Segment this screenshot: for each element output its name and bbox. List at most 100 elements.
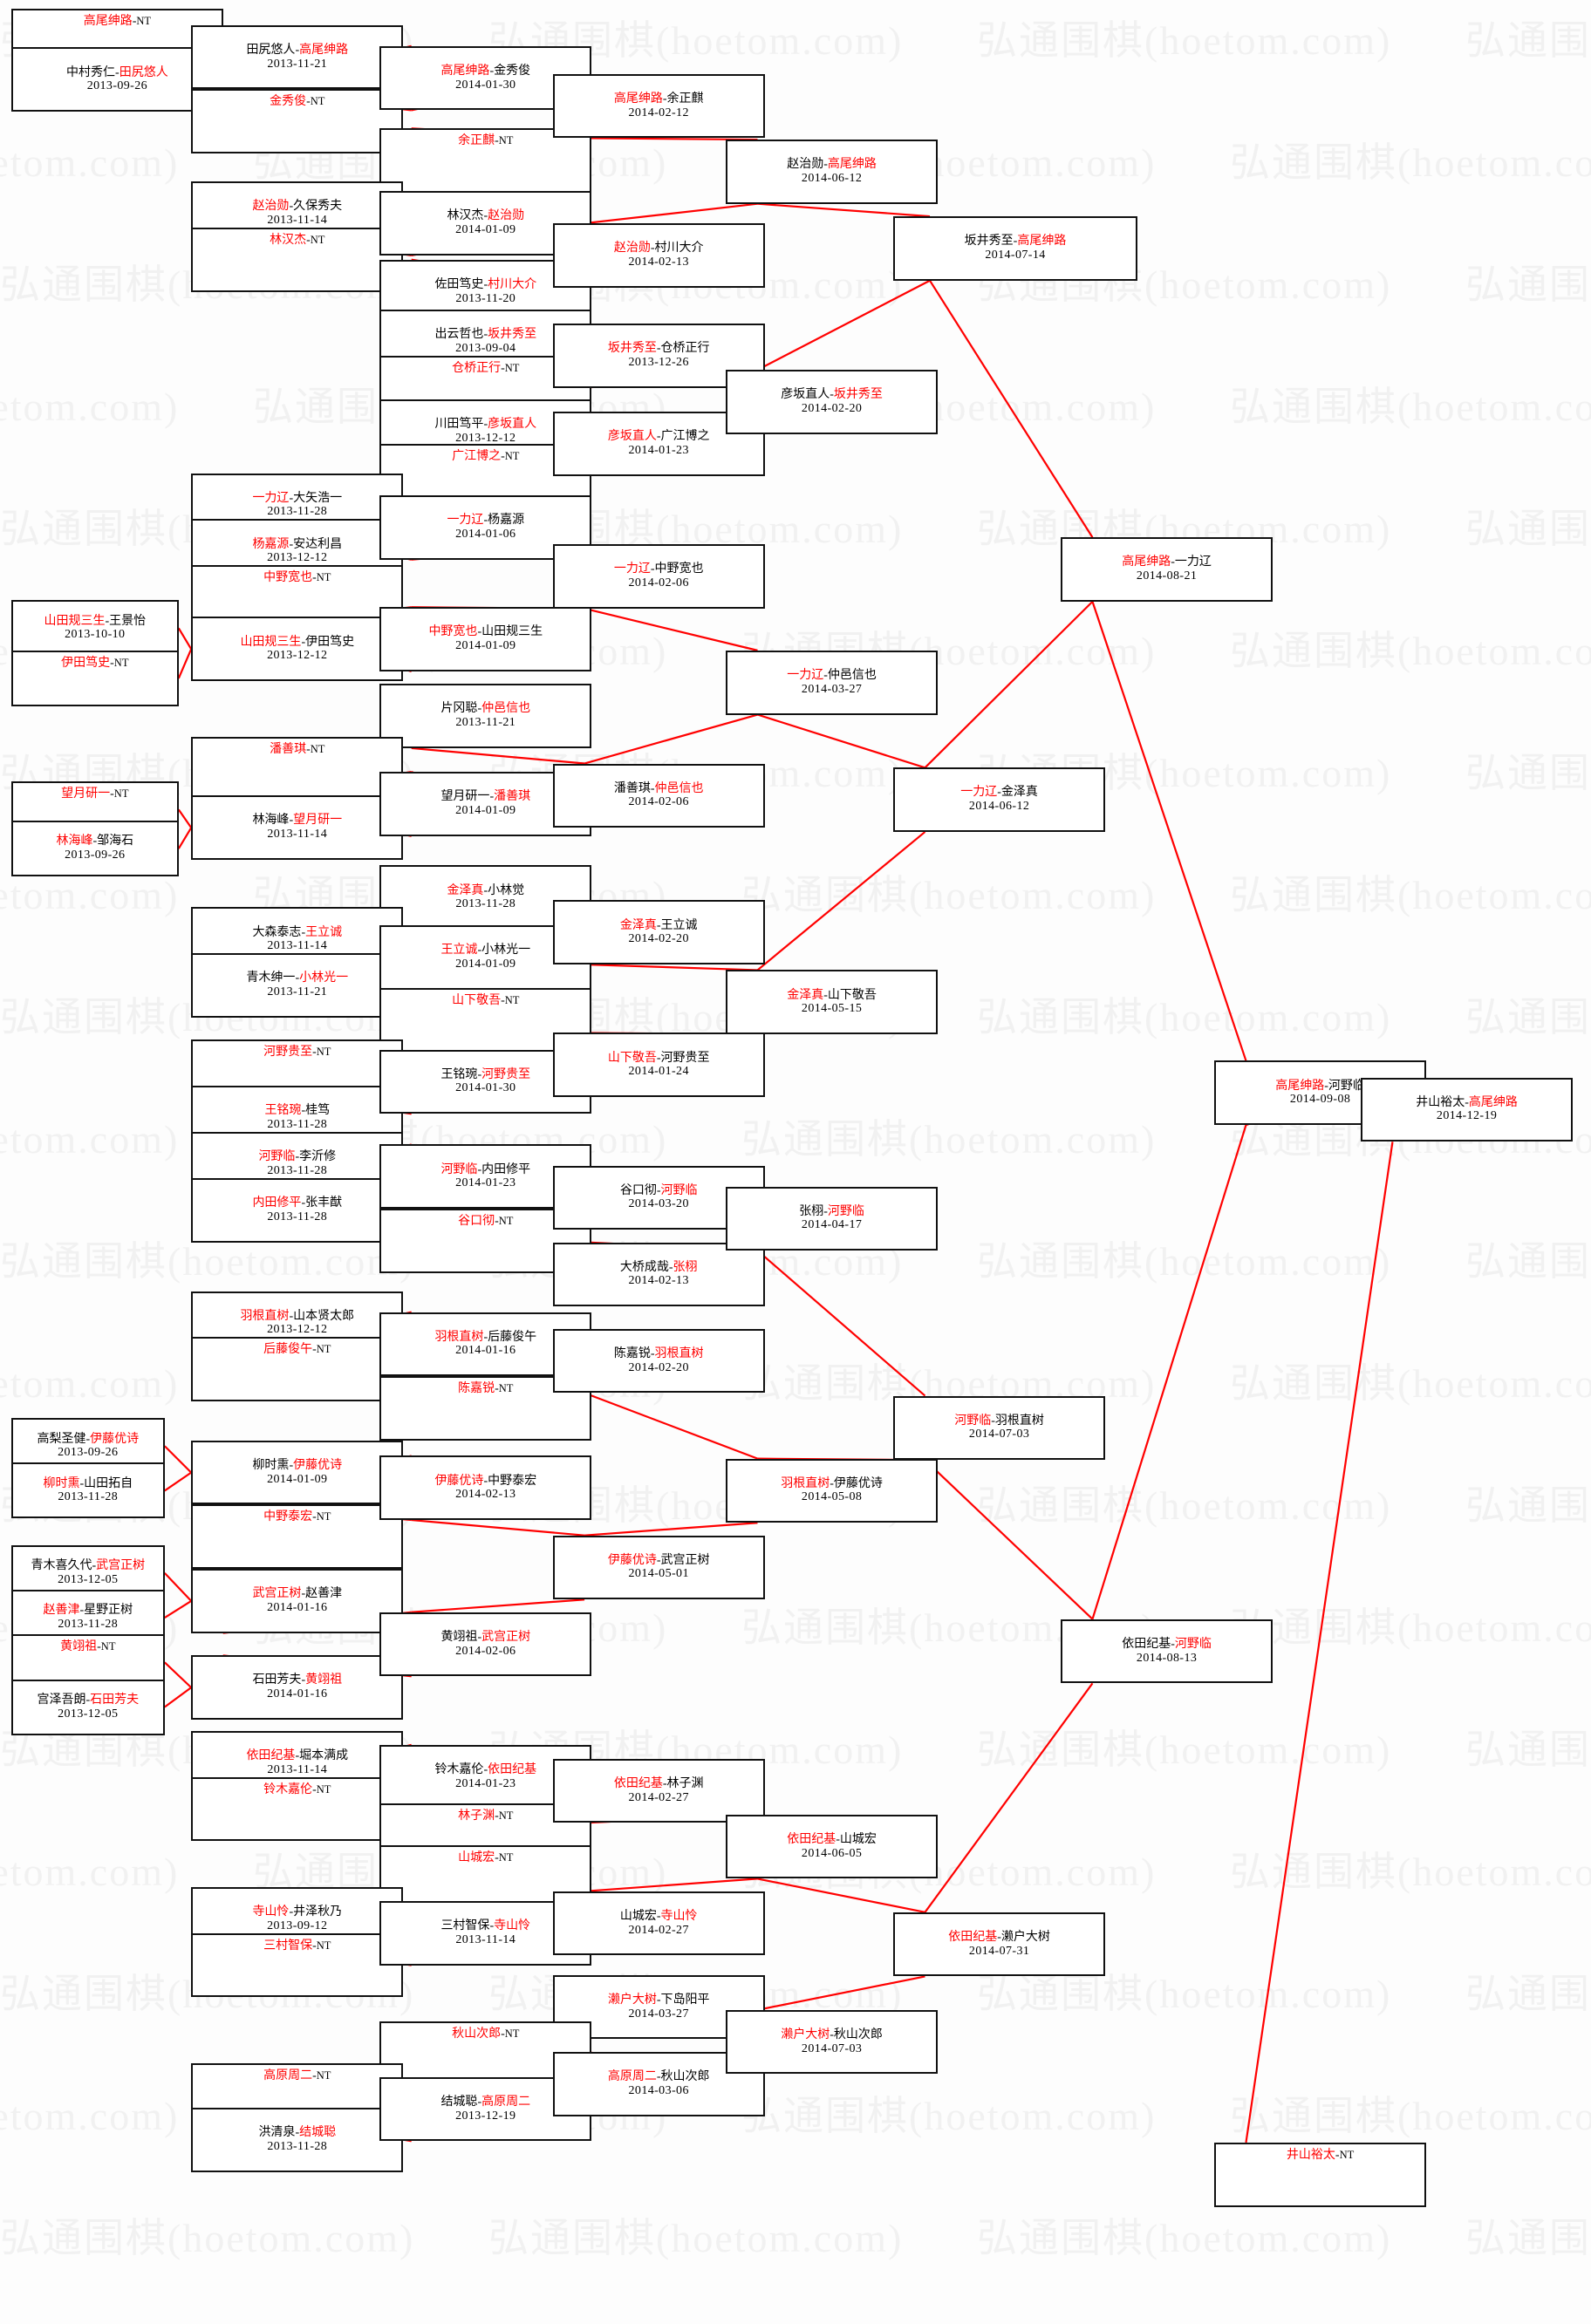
watermark-text: 弘通围棋(hoetom.com): [0, 1361, 180, 1406]
player-right: NT: [316, 2068, 331, 2082]
match-players: 山下敬吾-河野贵至: [608, 1052, 710, 1066]
player-left: 仓桥正行: [452, 362, 502, 376]
match-box[interactable]: 内田修平-张丰猷 2013-11-28: [191, 1177, 404, 1243]
match-box[interactable]: 石田芳夫-黄翊祖 2014-01-16: [191, 1655, 404, 1720]
player-right: 河野贵至: [660, 1051, 710, 1065]
match-box[interactable]: 山田规三生-伊田笃史 2013-12-12: [191, 617, 404, 682]
versus-separator: -: [483, 1474, 488, 1488]
match-box[interactable]: 柳时熏-伊藤优诗 2014-01-09: [191, 1440, 404, 1505]
player-right: 潘善琪: [494, 790, 531, 804]
match-box[interactable]: 高尾绅路-余正麒 2014-02-12: [552, 73, 765, 139]
match-date: 2014-03-27: [801, 682, 863, 696]
player-right: NT: [316, 1939, 331, 1952]
player-right: 山下敬吾: [827, 988, 877, 1002]
match-box[interactable]: 洪清泉-结城聪 2013-11-28: [191, 2107, 404, 2172]
match-date: 2013-11-28: [267, 2139, 328, 2153]
player-left: 山下敬吾: [607, 1051, 657, 1065]
match-box[interactable]: 三村智保-NT: [191, 1932, 404, 1998]
match-date: 2014-01-09: [455, 639, 516, 653]
versus-separator: -: [823, 158, 828, 172]
match-box[interactable]: 林汉杰-NT: [191, 227, 404, 292]
versus-separator: -: [501, 994, 505, 1008]
player-left: 羽根直树: [434, 1330, 484, 1344]
match-box[interactable]: 铃木嘉伦-NT: [191, 1776, 404, 1842]
match-players: 河野贵至-NT: [263, 1046, 331, 1060]
match-box[interactable]: 依田纪基-山城宏 2014-06-05: [726, 1814, 939, 1879]
match-box[interactable]: 一力辽-金泽真 2014-06-12: [893, 767, 1106, 832]
match-box[interactable]: 一力辽-仲邑信也 2014-03-27: [726, 650, 939, 715]
match-box[interactable]: 赵治勋-高尾绅路 2014-06-12: [726, 140, 939, 204]
match-box[interactable]: 伊藤优诗-中野泰宏 2014-02-13: [379, 1455, 592, 1521]
match-box[interactable]: 金泽真-山下敬吾 2014-05-15: [726, 970, 939, 1035]
match-box[interactable]: 陈嘉锐-羽根直树 2014-02-20: [552, 1328, 765, 1394]
match-box[interactable]: 河野临-羽根直树 2014-07-03: [893, 1395, 1106, 1461]
versus-separator: -: [85, 1432, 91, 1446]
match-date: 2013-09-26: [86, 79, 148, 93]
match-box[interactable]: 黄翊祖-武宫正树 2014-02-06: [379, 1612, 592, 1677]
match-box[interactable]: 井山裕太-NT: [1214, 2142, 1427, 2207]
match-box[interactable]: 潘善琪-仲邑信也 2014-02-06: [552, 763, 765, 828]
match-box[interactable]: 高尾绅路-一力辽 2014-08-21: [1061, 537, 1273, 602]
match-box[interactable]: 山田规三生-王景怡 2013-10-10: [10, 600, 179, 657]
match-box[interactable]: 依田纪基-林子渊 2014-02-27: [552, 1758, 765, 1823]
match-box[interactable]: 林海峰-望月研一 2013-11-14: [191, 795, 404, 860]
player-right: 结城聪: [299, 2126, 337, 2140]
match-players: 结城聪-高原周二: [440, 2096, 530, 2109]
match-box[interactable]: 一力辽-中野宽也 2014-02-06: [552, 544, 765, 609]
match-box[interactable]: 青木绅一-小林光一 2013-11-21: [191, 953, 404, 1018]
player-left: 青木绅一: [246, 971, 296, 985]
match-box[interactable]: 片冈聪-仲邑信也 2013-11-21: [379, 684, 592, 748]
match-box[interactable]: 柳时熏-山田拓自 2013-11-28: [10, 1462, 165, 1519]
match-box[interactable]: 潘善琪-NT: [191, 737, 404, 801]
player-right: NT: [316, 571, 331, 584]
versus-separator: -: [92, 1559, 97, 1573]
player-left: 高尾绅路: [1275, 1079, 1325, 1093]
match-box[interactable]: 濑户大树-秋山次郎 2014-07-03: [726, 2009, 939, 2075]
match-date: 2013-11-14: [267, 213, 328, 227]
match-box[interactable]: 山城宏-寺山怜 2014-02-27: [552, 1891, 765, 1956]
player-left: 结城聪: [440, 2095, 478, 2109]
match-box[interactable]: 中野泰宏-NT: [191, 1504, 404, 1570]
match-players: 河野临-李沂修: [258, 1150, 336, 1164]
connector-line: [177, 648, 193, 679]
match-players: 柳时熏-山田拓自: [43, 1477, 133, 1491]
match-box[interactable]: 赵治勋-村川大介 2014-02-13: [552, 223, 765, 288]
match-box[interactable]: 羽根直树-伊藤优诗 2014-05-08: [726, 1458, 939, 1523]
player-left: 王铭琬: [264, 1104, 302, 1118]
match-players: 陈嘉锐-NT: [458, 1382, 513, 1396]
player-left: 井山裕太: [1416, 1095, 1465, 1109]
player-left: 山田规三生: [240, 635, 302, 649]
player-right: 秋山次郎: [833, 2028, 883, 2041]
match-box[interactable]: 张栩-河野临 2014-04-17: [726, 1186, 939, 1251]
player-right: 仲邑信也: [481, 702, 531, 716]
match-box[interactable]: 伊藤优诗-武宫正树 2014-05-01: [552, 1535, 765, 1600]
match-players: 张栩-河野临: [799, 1205, 864, 1219]
watermark-text: 弘通围棋(hoetom.com): [1230, 873, 1591, 917]
match-box[interactable]: 山下敬吾-河野贵至 2014-01-24: [552, 1033, 765, 1098]
match-date: 2014-05-08: [801, 1490, 863, 1504]
match-box[interactable]: 彦坂直人-坂井秀至 2014-02-20: [726, 370, 939, 434]
match-box[interactable]: 坂井秀至-高尾绅路 2014-07-14: [893, 216, 1137, 281]
match-box[interactable]: 大桥成哉-张栩 2014-02-13: [552, 1242, 765, 1307]
match-box[interactable]: 金秀俊-NT: [191, 89, 404, 154]
match-box[interactable]: 宫泽吾朗-石田芳夫 2013-12-05: [10, 1679, 165, 1735]
versus-separator: -: [489, 64, 495, 78]
match-box[interactable]: 井山裕太-高尾绅路 2014-12-19: [1361, 1077, 1574, 1142]
match-box[interactable]: 金泽真-王立诚 2014-02-20: [552, 900, 765, 964]
match-date: 2014-08-13: [1136, 1651, 1198, 1665]
match-players: 金泽真-小林觉: [447, 884, 524, 898]
match-box[interactable]: 伊田笃史-NT: [10, 650, 179, 706]
match-date: 2013-09-12: [267, 1918, 328, 1932]
match-box[interactable]: 武宫正树-赵善津 2014-01-16: [191, 1569, 404, 1633]
match-box[interactable]: 林海峰-邹海石 2013-09-26: [10, 821, 179, 877]
match-players: 杨嘉源-安达利昌: [252, 538, 342, 552]
match-box[interactable]: 依田纪基-河野临 2014-08-13: [1061, 1619, 1273, 1684]
match-box[interactable]: 后藤俊午-NT: [191, 1337, 404, 1401]
player-left: 黄翊祖: [60, 1640, 98, 1654]
match-date: 2014-09-08: [1289, 1093, 1351, 1107]
player-right: 伊藤优诗: [833, 1476, 883, 1490]
match-box[interactable]: 依田纪基-濑户大树 2014-07-31: [893, 1912, 1106, 1977]
match-box[interactable]: 田尻悠人-高尾绅路 2013-11-21: [191, 24, 404, 90]
match-box[interactable]: 中野宽也-山田规三生 2014-01-09: [379, 607, 592, 671]
